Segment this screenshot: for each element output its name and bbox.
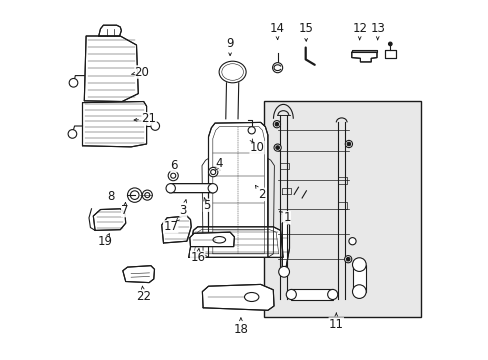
Text: 8: 8 bbox=[107, 190, 115, 203]
Text: 16: 16 bbox=[190, 251, 205, 264]
Polygon shape bbox=[351, 52, 376, 62]
Circle shape bbox=[346, 257, 349, 261]
Bar bbox=[352, 265, 366, 292]
Circle shape bbox=[170, 173, 175, 178]
Text: 21: 21 bbox=[142, 112, 156, 125]
Text: 13: 13 bbox=[369, 22, 385, 35]
Circle shape bbox=[166, 184, 175, 193]
Circle shape bbox=[210, 170, 215, 175]
Circle shape bbox=[278, 266, 289, 277]
Text: 11: 11 bbox=[328, 318, 343, 330]
Circle shape bbox=[68, 130, 77, 138]
Text: 6: 6 bbox=[170, 159, 178, 172]
Circle shape bbox=[247, 127, 255, 134]
Circle shape bbox=[345, 140, 352, 148]
Polygon shape bbox=[93, 209, 125, 230]
Circle shape bbox=[275, 122, 278, 126]
Circle shape bbox=[168, 171, 178, 181]
Circle shape bbox=[151, 122, 159, 130]
Polygon shape bbox=[122, 266, 154, 283]
Text: 20: 20 bbox=[134, 66, 149, 78]
Circle shape bbox=[272, 63, 282, 73]
Bar bbox=[291, 289, 332, 300]
Circle shape bbox=[344, 256, 351, 263]
Text: 14: 14 bbox=[269, 22, 284, 35]
Text: 19: 19 bbox=[98, 235, 112, 248]
Polygon shape bbox=[82, 102, 146, 147]
Circle shape bbox=[273, 144, 281, 151]
Polygon shape bbox=[99, 25, 121, 36]
Polygon shape bbox=[188, 227, 283, 257]
Circle shape bbox=[352, 285, 366, 298]
Ellipse shape bbox=[244, 292, 258, 302]
Ellipse shape bbox=[219, 61, 245, 83]
Circle shape bbox=[208, 167, 218, 177]
Text: 17: 17 bbox=[163, 220, 178, 233]
Text: 2: 2 bbox=[258, 188, 265, 201]
Text: 15: 15 bbox=[298, 22, 312, 35]
Text: 4: 4 bbox=[215, 157, 223, 170]
Circle shape bbox=[352, 258, 366, 271]
Polygon shape bbox=[384, 50, 395, 58]
Text: 9: 9 bbox=[226, 37, 233, 50]
Text: 12: 12 bbox=[351, 22, 366, 35]
Polygon shape bbox=[189, 232, 234, 247]
Text: 1: 1 bbox=[283, 211, 290, 224]
Polygon shape bbox=[168, 184, 215, 193]
Circle shape bbox=[285, 289, 296, 300]
Circle shape bbox=[348, 238, 355, 245]
Circle shape bbox=[327, 289, 337, 300]
Circle shape bbox=[208, 184, 217, 193]
Circle shape bbox=[275, 146, 279, 149]
Polygon shape bbox=[282, 221, 289, 270]
Circle shape bbox=[69, 78, 78, 87]
Circle shape bbox=[142, 190, 152, 200]
Polygon shape bbox=[162, 216, 191, 243]
Circle shape bbox=[346, 142, 350, 146]
Text: 5: 5 bbox=[203, 199, 210, 212]
Ellipse shape bbox=[213, 237, 225, 243]
Text: 22: 22 bbox=[136, 291, 151, 303]
Text: 3: 3 bbox=[179, 204, 186, 217]
Circle shape bbox=[144, 193, 149, 198]
Polygon shape bbox=[202, 284, 273, 310]
Circle shape bbox=[273, 121, 280, 128]
Circle shape bbox=[130, 191, 139, 199]
Polygon shape bbox=[208, 122, 267, 257]
Bar bbox=[264, 101, 420, 317]
Circle shape bbox=[387, 42, 391, 46]
Circle shape bbox=[127, 188, 142, 202]
Text: 18: 18 bbox=[233, 323, 248, 336]
Text: 10: 10 bbox=[249, 141, 264, 154]
Ellipse shape bbox=[222, 64, 243, 80]
Text: 7: 7 bbox=[121, 204, 128, 217]
Polygon shape bbox=[84, 36, 138, 102]
